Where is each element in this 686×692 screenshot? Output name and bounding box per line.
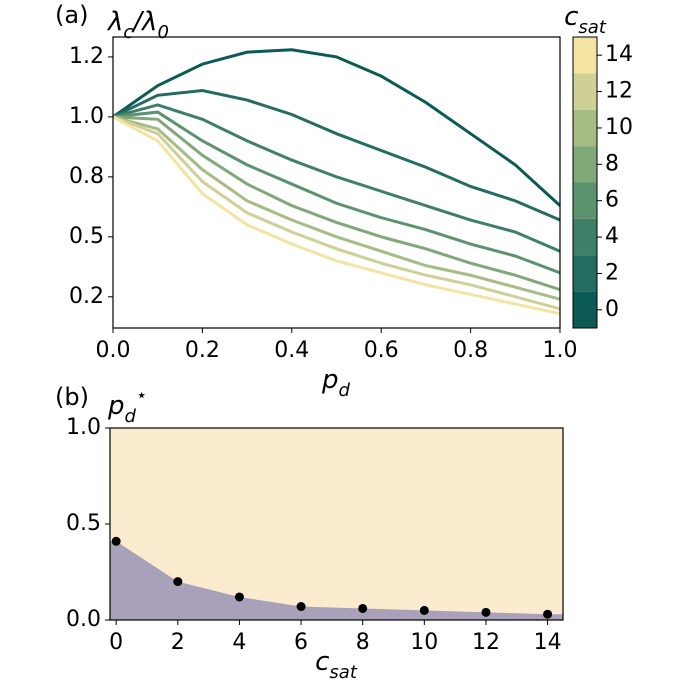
x-tick-label: 4	[232, 630, 246, 655]
colorbar-frame	[572, 36, 598, 329]
x-tick-label: 0.2	[185, 338, 220, 363]
x-tick-label: 1.0	[543, 338, 578, 363]
colorbar-label-part: sat	[578, 17, 606, 38]
y-tick-label: 0.5	[66, 511, 101, 536]
x-tick-label: 2	[171, 630, 185, 655]
y-axis-label-part: ⋆	[136, 385, 147, 406]
line	[112, 115, 561, 301]
y-tick-label: 0.8	[69, 164, 104, 189]
line	[112, 115, 561, 311]
line	[112, 88, 561, 222]
y-tick-label: 1.0	[69, 104, 104, 129]
y-tick-label: 0.5	[69, 224, 104, 249]
colorbar-label: csat	[564, 2, 607, 38]
line	[112, 110, 561, 275]
y-axis-label: pd⋆	[107, 385, 147, 427]
colorbar-band	[573, 218, 597, 256]
colorbar-band	[573, 291, 597, 328]
colorbar-tick-label: 6	[605, 188, 619, 213]
x-axis-label: csat	[315, 647, 358, 683]
colorbar-tick-label: 12	[605, 79, 633, 104]
y-axis-label-part: /λ	[131, 7, 157, 37]
colorbar-band	[573, 109, 597, 147]
line	[112, 103, 561, 253]
point	[296, 602, 306, 612]
y-axis-label-part: c	[123, 22, 133, 43]
colorbar-tick-label: 4	[605, 224, 619, 249]
y-tick-label: 1.0	[66, 415, 101, 440]
point	[358, 603, 368, 613]
x-tick-label: 0.6	[364, 338, 399, 363]
colorbar-band	[573, 37, 597, 74]
x-tick-label: 0	[109, 630, 123, 655]
colorbar-label-part: c	[564, 2, 578, 32]
point	[234, 592, 244, 602]
y-tick-label: 1.2	[69, 44, 104, 69]
x-axis-label-part: p	[321, 365, 339, 395]
x-axis-label-part: sat	[329, 662, 357, 683]
y-axis-label-part: λ	[106, 7, 123, 37]
y-axis-label-part: 0	[157, 22, 168, 43]
point	[173, 577, 183, 587]
point	[543, 609, 553, 619]
line	[112, 115, 561, 292]
x-tick-label: 0.4	[274, 338, 309, 363]
colorbar-tick-label: 2	[605, 260, 619, 285]
y-axis-label-part: d	[125, 406, 137, 427]
y-tick-label: 0.0	[66, 607, 101, 632]
point	[419, 605, 429, 615]
colorbar-band	[573, 255, 597, 292]
colorbar-band	[573, 73, 597, 110]
x-tick-label: 14	[534, 630, 562, 655]
colorbar-tick-label: 8	[605, 151, 619, 176]
colorbar-band	[573, 182, 597, 219]
colorbar-tick-label: 0	[605, 297, 619, 322]
region-below	[110, 541, 563, 620]
y-axis-label-part: p	[107, 391, 125, 421]
x-tick-label: 6	[294, 630, 308, 655]
colorbar-band	[573, 146, 597, 183]
x-axis-label: pd	[321, 365, 351, 401]
point	[111, 536, 121, 546]
colorbar-tick-label: 14	[605, 42, 633, 67]
plot-frame	[112, 36, 561, 329]
y-axis-label: λc/λ0	[106, 7, 169, 43]
x-axis-label-part: d	[339, 380, 351, 401]
colorbar-tick-label: 10	[605, 115, 633, 140]
panel-label: (b)	[55, 383, 89, 411]
y-tick-label: 0.2	[69, 284, 104, 309]
line	[112, 115, 561, 316]
x-tick-label: 10	[410, 630, 438, 655]
point	[481, 607, 491, 617]
x-tick-label: 0.8	[453, 338, 488, 363]
panel-label: (a)	[55, 1, 88, 29]
x-axis-label-part: c	[315, 647, 329, 677]
line	[112, 48, 562, 207]
x-tick-label: 12	[472, 630, 500, 655]
x-tick-label: 0.0	[96, 338, 131, 363]
x-tick-label: 8	[356, 630, 370, 655]
